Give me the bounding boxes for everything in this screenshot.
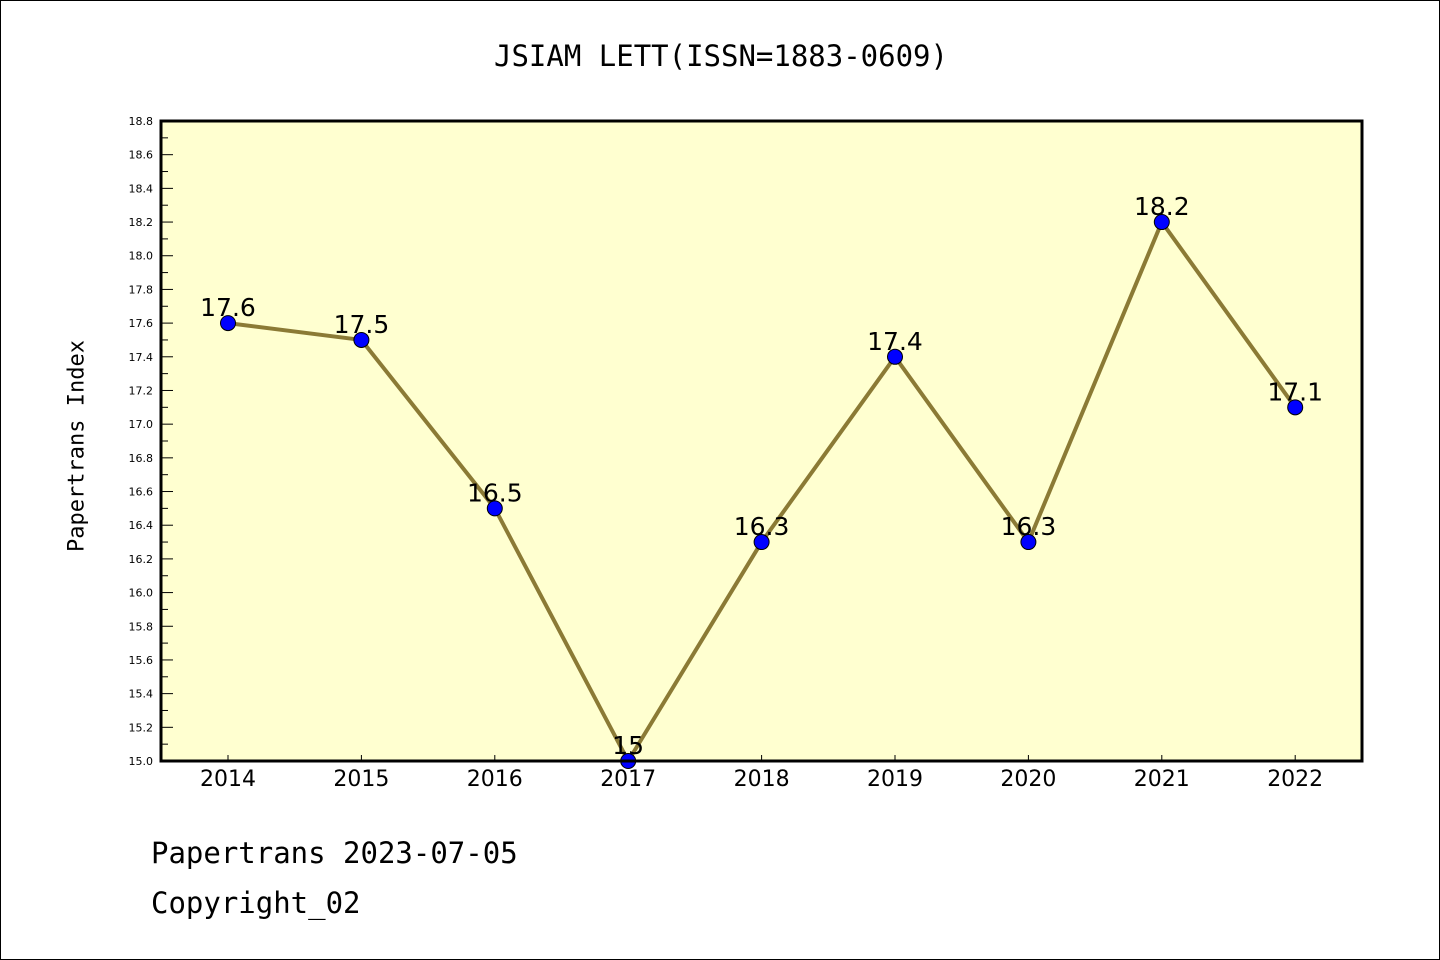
y-tick-label: 16.8 (129, 452, 154, 465)
data-point (887, 348, 903, 365)
data-point (753, 534, 770, 551)
y-tick-label: 16.4 (129, 519, 154, 532)
data-point (1020, 534, 1037, 551)
y-tick-label: 16.6 (129, 486, 154, 499)
x-tick-label: 2022 (1267, 767, 1323, 792)
y-tick-label: 18.2 (129, 216, 154, 229)
y-tick-label: 15.4 (129, 688, 154, 701)
plot-frame (159, 119, 1364, 763)
x-tick-label: 2016 (467, 767, 523, 792)
data-label: 18.2 (1134, 192, 1190, 221)
y-tick-label: 17.4 (129, 351, 154, 364)
y-tick-label: 18.6 (129, 149, 154, 162)
data-point (220, 315, 236, 332)
data-point (1287, 399, 1304, 416)
y-tick-label: 15.8 (129, 620, 154, 633)
y-tick-label: 16.0 (129, 587, 154, 600)
footer-date: Papertrans 2023-07-05 (151, 836, 518, 870)
data-label: 17.4 (867, 327, 923, 356)
footer-copyright: Copyright_02 (151, 886, 361, 920)
data-label: 16.5 (467, 478, 523, 507)
chart-title: JSIAM LETT(ISSN=1883-0609) (494, 39, 948, 73)
y-tick-label: 15.6 (129, 654, 154, 667)
x-tick-label: 2021 (1134, 767, 1190, 792)
y-tick-label: 16.2 (129, 553, 154, 566)
y-tick-label: 17.2 (129, 384, 154, 397)
data-label: 17.6 (200, 293, 256, 322)
y-tick-label: 18.0 (129, 250, 154, 263)
data-label: 16.3 (734, 512, 790, 541)
data-label: 15 (612, 731, 644, 760)
x-tick-label: 2014 (200, 767, 256, 792)
x-tick-label: 2017 (600, 767, 656, 792)
y-tick-label: 15.0 (129, 755, 154, 768)
x-tick-label: 2018 (734, 767, 790, 792)
data-label: 16.3 (1001, 512, 1057, 541)
data-label: 17.5 (334, 310, 390, 339)
data-label: 17.1 (1267, 377, 1323, 406)
data-point (1153, 214, 1170, 231)
y-tick-label: 17.8 (129, 283, 154, 296)
x-tick-label: 2015 (333, 767, 389, 792)
x-tick-label: 2020 (1000, 767, 1056, 792)
y-tick-label: 17.0 (129, 418, 154, 431)
y-tick-label: 15.2 (129, 721, 154, 734)
x-tick-label: 2019 (867, 767, 923, 792)
data-point (353, 331, 370, 348)
data-point (486, 500, 503, 517)
y-tick-label: 18.8 (129, 115, 154, 128)
y-tick-label: 18.4 (129, 182, 154, 195)
y-tick-label: 17.6 (129, 317, 154, 330)
